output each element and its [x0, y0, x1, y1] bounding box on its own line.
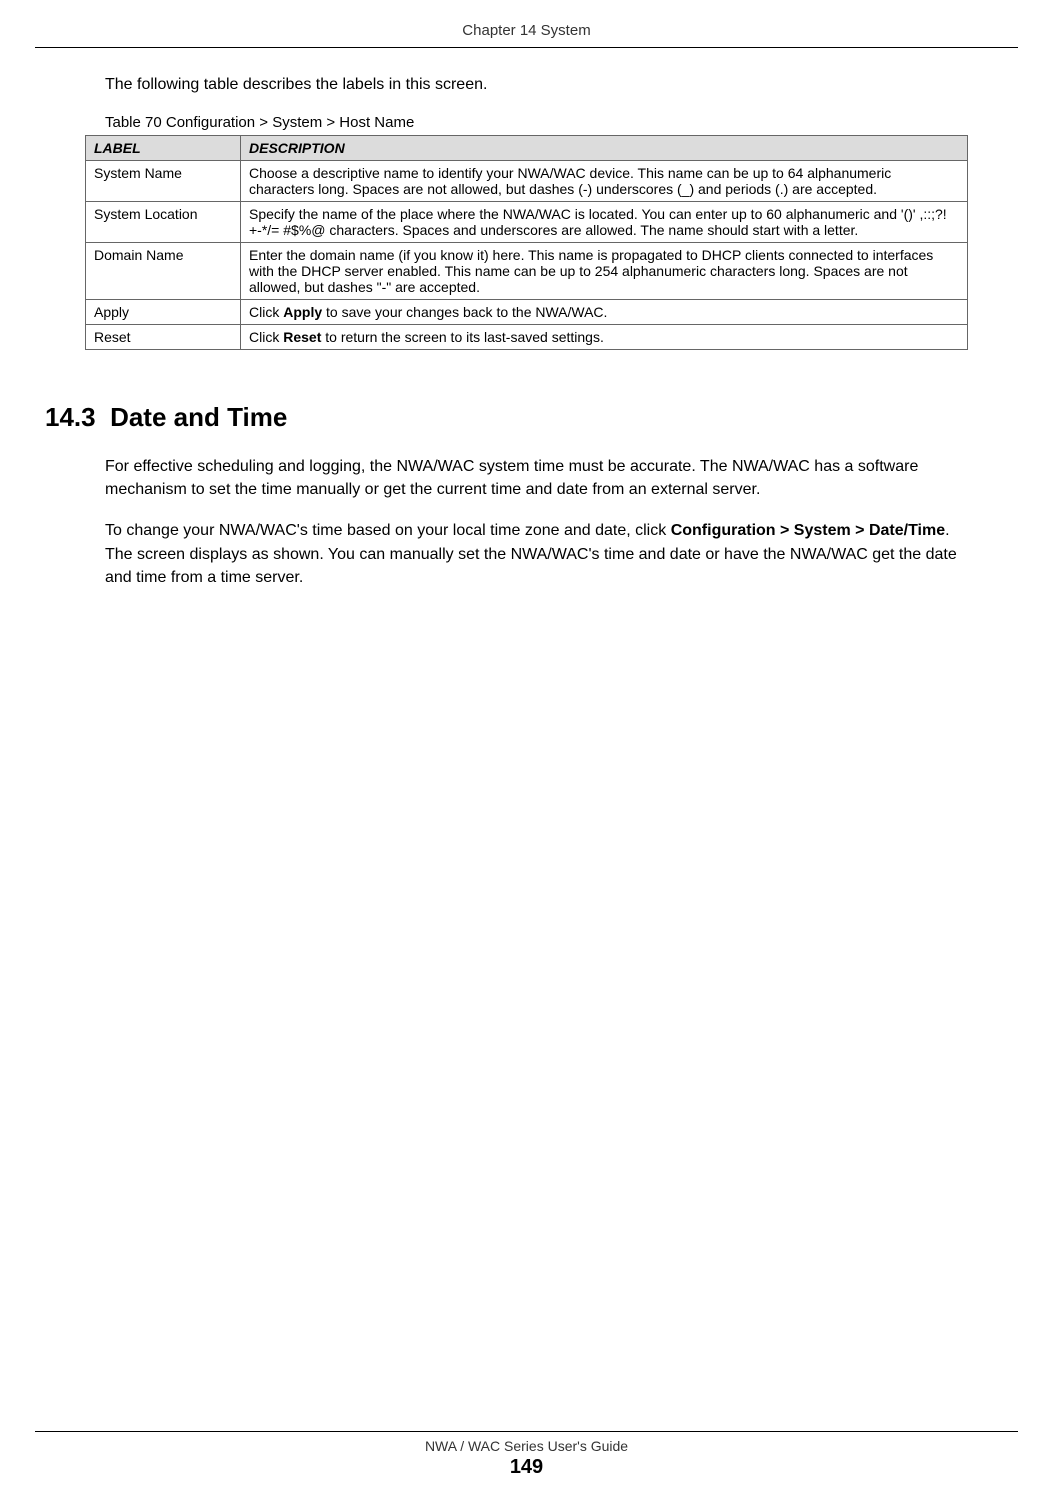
col-header-description: DESCRIPTION [241, 136, 968, 161]
body-paragraph: To change your NWA/WAC's time based on y… [105, 519, 968, 589]
cell-label: Reset [86, 325, 241, 350]
table-row: System Name Choose a descriptive name to… [86, 161, 968, 202]
page-content: The following table describes the labels… [0, 48, 1053, 589]
cell-label: System Name [86, 161, 241, 202]
desc-prefix: Click [249, 329, 283, 345]
cell-description: Click Apply to save your changes back to… [241, 300, 968, 325]
cell-label: System Location [86, 202, 241, 243]
table-row: Reset Click Reset to return the screen t… [86, 325, 968, 350]
desc-prefix: Click [249, 304, 283, 320]
table-row: System Location Specify the name of the … [86, 202, 968, 243]
cell-description: Enter the domain name (if you know it) h… [241, 243, 968, 300]
section-heading: 14.3 Date and Time [45, 402, 968, 433]
cell-description: Specify the name of the place where the … [241, 202, 968, 243]
section-number: 14.3 [45, 402, 96, 432]
section-title: Date and Time [110, 402, 287, 432]
para-prefix: To change your NWA/WAC's time based on y… [105, 522, 671, 539]
footer-guide: NWA / WAC Series User's Guide [0, 1438, 1053, 1454]
intro-paragraph: The following table describes the labels… [105, 76, 968, 94]
desc-bold: Reset [283, 329, 321, 345]
cell-label: Domain Name [86, 243, 241, 300]
para-bold: Configuration > System > Date/Time [671, 522, 945, 539]
table-caption: Table 70 Configuration > System > Host N… [105, 114, 968, 131]
footer-divider [35, 1431, 1018, 1432]
desc-suffix: to return the screen to its last-saved s… [321, 329, 603, 345]
table-row: Apply Click Apply to save your changes b… [86, 300, 968, 325]
col-header-label: LABEL [86, 136, 241, 161]
desc-suffix: to save your changes back to the NWA/WAC… [322, 304, 607, 320]
table-row: Domain Name Enter the domain name (if yo… [86, 243, 968, 300]
cell-label: Apply [86, 300, 241, 325]
chapter-header: Chapter 14 System [0, 0, 1053, 39]
config-table: LABEL DESCRIPTION System Name Choose a d… [85, 135, 968, 350]
body-paragraph: For effective scheduling and logging, th… [105, 455, 968, 501]
page-number: 149 [0, 1456, 1053, 1479]
desc-bold: Apply [283, 304, 322, 320]
cell-description: Choose a descriptive name to identify yo… [241, 161, 968, 202]
page-footer: NWA / WAC Series User's Guide 149 [0, 1431, 1053, 1479]
cell-description: Click Reset to return the screen to its … [241, 325, 968, 350]
table-header-row: LABEL DESCRIPTION [86, 136, 968, 161]
